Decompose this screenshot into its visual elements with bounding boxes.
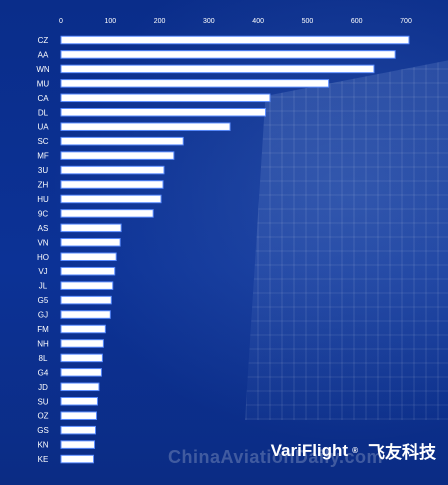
x-tick-label: 100 <box>104 18 116 25</box>
brand-logo: VariFlight ® 飞友科技 <box>271 438 436 463</box>
category-label: 3U <box>38 166 48 175</box>
bar-g4 <box>60 368 102 377</box>
category-label: FM <box>37 325 49 334</box>
category-label: WN <box>36 65 50 74</box>
x-tick-label: 600 <box>351 18 363 25</box>
x-tick-label: 200 <box>154 18 166 25</box>
category-label: CA <box>37 94 49 103</box>
category-label: VN <box>37 238 48 247</box>
bar-vn <box>60 238 121 247</box>
bar-8l <box>60 353 103 363</box>
category-label: VJ <box>38 267 47 276</box>
bar-fm <box>60 324 106 334</box>
bars-group <box>60 35 410 464</box>
category-labels: CZ AA WN MU CA DL UA SC MF 3U ZH HU 9C AS VN HO VJ JL G5 GJ… <box>36 36 50 464</box>
watermark-text: ChinaAviationDaily.com <box>168 447 384 467</box>
x-axis-ticks: 0 100 200 300 400 500 600 700 <box>59 18 412 25</box>
category-label: HO <box>37 253 49 262</box>
bar-cz <box>60 35 410 45</box>
category-label: SU <box>37 397 48 406</box>
bar-mf <box>60 151 175 160</box>
category-label: MF <box>37 152 49 161</box>
category-label: AS <box>38 224 49 233</box>
bar-hu <box>60 194 162 204</box>
bar-ke <box>60 454 95 464</box>
category-label: G5 <box>38 296 49 305</box>
category-label: DL <box>38 108 49 117</box>
x-tick-label: 300 <box>203 18 215 25</box>
category-label: JL <box>39 282 48 291</box>
bar-jl <box>60 281 114 290</box>
category-label: JD <box>38 383 48 392</box>
bar-g5 <box>60 295 112 305</box>
category-label: GJ <box>38 311 48 320</box>
bar-vj <box>60 266 116 276</box>
x-tick-label: 500 <box>302 18 314 25</box>
category-label: UA <box>37 123 49 132</box>
bar-zh <box>60 180 164 189</box>
category-label: MU <box>37 79 50 88</box>
x-tick-label: 0 <box>59 18 63 25</box>
bar-kn <box>60 440 96 449</box>
bar-wn <box>60 64 375 74</box>
bar-jd <box>60 382 100 392</box>
bar-gs <box>60 425 96 435</box>
bar-ca <box>60 93 271 103</box>
category-label: GS <box>37 426 49 435</box>
x-tick-label: 700 <box>400 18 412 25</box>
bar-ua <box>60 122 231 131</box>
bar-3u <box>60 165 165 175</box>
category-label: 9C <box>38 209 48 218</box>
bar-mu <box>60 79 330 88</box>
category-label: AA <box>38 50 49 59</box>
category-label: G4 <box>38 368 49 377</box>
category-label: OZ <box>37 412 48 421</box>
category-label: 8L <box>39 354 48 363</box>
brand-name: VariFlight <box>270 440 349 460</box>
bar-gj <box>60 310 111 319</box>
bar-ho <box>60 252 117 261</box>
bar-sc <box>60 136 184 146</box>
bar-aa <box>60 50 396 59</box>
bar-dl <box>60 108 267 117</box>
brand-reg-mark: ® <box>352 446 358 455</box>
brand-chinese-name: 飞友科技 <box>368 443 436 462</box>
category-label: HU <box>37 195 49 204</box>
bar-su <box>60 397 98 406</box>
bar-oz <box>60 411 97 420</box>
category-label: ZH <box>38 181 49 190</box>
category-label: KN <box>37 441 48 450</box>
category-label: SC <box>37 137 48 146</box>
category-label: KE <box>38 455 49 464</box>
background-building-image <box>245 60 448 420</box>
x-tick-label: 400 <box>252 18 264 25</box>
category-label: NH <box>37 339 49 348</box>
bar-nh <box>60 339 104 348</box>
bar-9c <box>60 209 154 218</box>
category-label: CZ <box>38 36 49 45</box>
bar-as <box>60 223 122 233</box>
